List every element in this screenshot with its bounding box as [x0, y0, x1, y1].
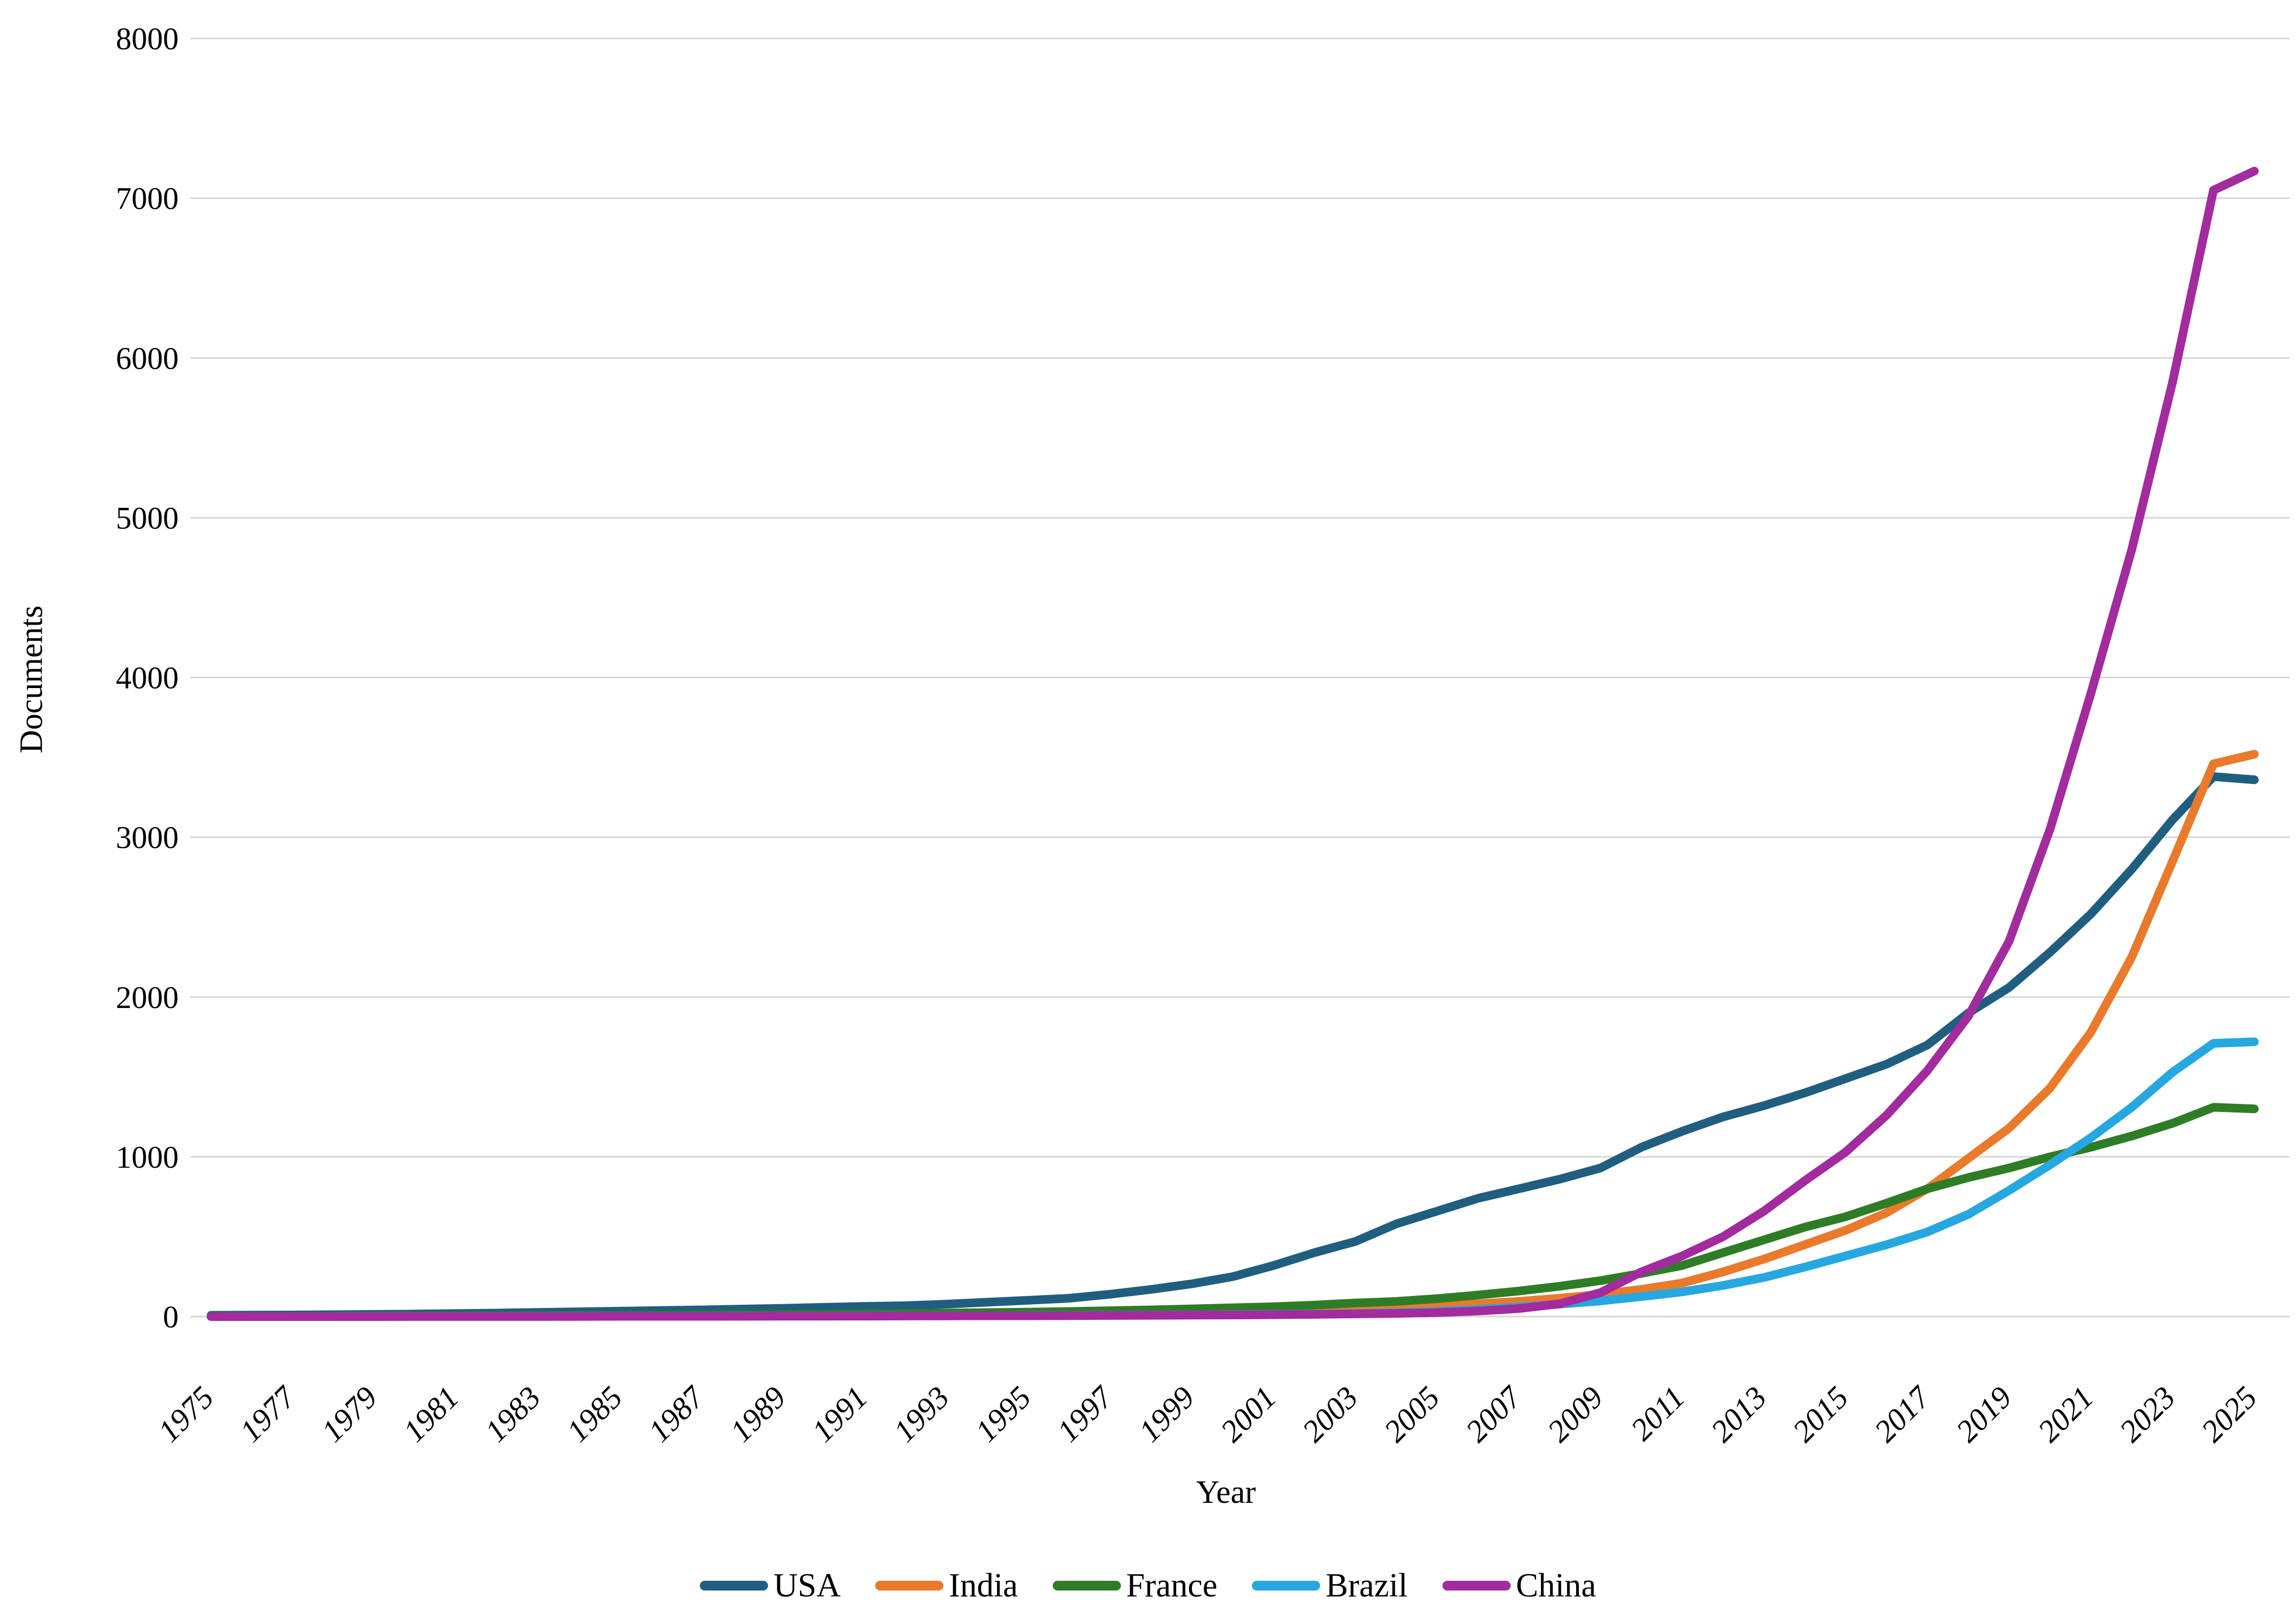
y-tick-label: 8000 — [116, 21, 179, 56]
series-lines — [207, 167, 2259, 1321]
gridlines — [191, 37, 2290, 1318]
y-tick-label: 0 — [163, 1299, 179, 1334]
y-tick-label: 1000 — [116, 1140, 179, 1175]
x-tick-label: 1991 — [805, 1379, 874, 1449]
x-tick-label: 2025 — [2194, 1379, 2264, 1449]
legend-swatch-usa — [700, 1581, 769, 1591]
y-tick-label: 7000 — [116, 181, 179, 216]
chart-legend: USA India France Brazil China — [0, 1569, 2296, 1602]
x-tick-label: 1999 — [1132, 1379, 1201, 1449]
legend-item-usa: USA — [700, 1569, 841, 1602]
legend-label-france: France — [1126, 1567, 1218, 1604]
y-tick-label: 3000 — [116, 820, 179, 855]
series-line-china — [207, 167, 2259, 1321]
x-tick-label: 1985 — [560, 1379, 629, 1449]
x-tick-label: 2015 — [1786, 1379, 1855, 1449]
legend-label-china: China — [1516, 1567, 1596, 1604]
x-tick-label: 2009 — [1540, 1379, 1610, 1449]
y-axis-title: Documents — [13, 605, 49, 754]
x-tick-label: 2003 — [1295, 1379, 1365, 1449]
y-tick-label: 4000 — [116, 660, 179, 696]
legend-item-china: China — [1442, 1569, 1596, 1602]
legend-swatch-brazil — [1252, 1581, 1321, 1591]
y-tick-label: 2000 — [116, 980, 179, 1015]
x-tick-label: 2011 — [1624, 1379, 1691, 1447]
x-tick-label: 1993 — [887, 1379, 956, 1449]
x-tick-label: 2013 — [1704, 1379, 1773, 1449]
legend-label-usa: USA — [773, 1567, 841, 1604]
x-tick-label: 1987 — [641, 1379, 711, 1449]
x-tick-label: 2007 — [1459, 1379, 1529, 1449]
legend-swatch-india — [875, 1581, 944, 1591]
x-tick-label: 2023 — [2113, 1379, 2182, 1449]
x-tick-label: 1989 — [723, 1379, 792, 1449]
x-tick-label: 1977 — [233, 1379, 303, 1449]
legend-item-france: France — [1052, 1567, 1218, 1604]
x-tick-label: 2019 — [1949, 1379, 2018, 1449]
x-tick-label: 1995 — [968, 1379, 1038, 1449]
x-tick-label: 2021 — [2031, 1379, 2100, 1449]
x-axis-tick-labels: 1975 1977 1979 1981 1983 1985 1987 1989 1991 1993… — [151, 1379, 2264, 1449]
y-axis-tick-labels: 0 1000 2000 3000 4000 5000 6000 7000 8000 — [116, 21, 179, 1334]
legend-item-brazil: Brazil — [1252, 1569, 1408, 1602]
x-tick-label: 1979 — [314, 1379, 384, 1449]
y-tick-label: 6000 — [116, 341, 179, 376]
x-tick-label: 2017 — [1867, 1379, 1937, 1449]
y-tick-label: 5000 — [116, 500, 179, 535]
legend-swatch-france — [1052, 1581, 1121, 1591]
x-tick-label: 1981 — [396, 1379, 465, 1449]
x-tick-label: 1983 — [478, 1379, 547, 1449]
x-tick-label: 1997 — [1050, 1379, 1120, 1449]
legend-swatch-china — [1442, 1581, 1511, 1591]
series-line-france — [207, 1103, 2259, 1321]
legend-item-india: India — [875, 1569, 1018, 1602]
legend-label-brazil: Brazil — [1326, 1567, 1408, 1604]
legend-label-india: India — [949, 1567, 1018, 1604]
x-tick-label: 1975 — [151, 1379, 220, 1449]
series-line-india — [207, 750, 2259, 1321]
x-tick-label: 2001 — [1213, 1379, 1283, 1449]
x-axis-title: Year — [1196, 1474, 1256, 1510]
x-tick-label: 2005 — [1377, 1379, 1446, 1449]
